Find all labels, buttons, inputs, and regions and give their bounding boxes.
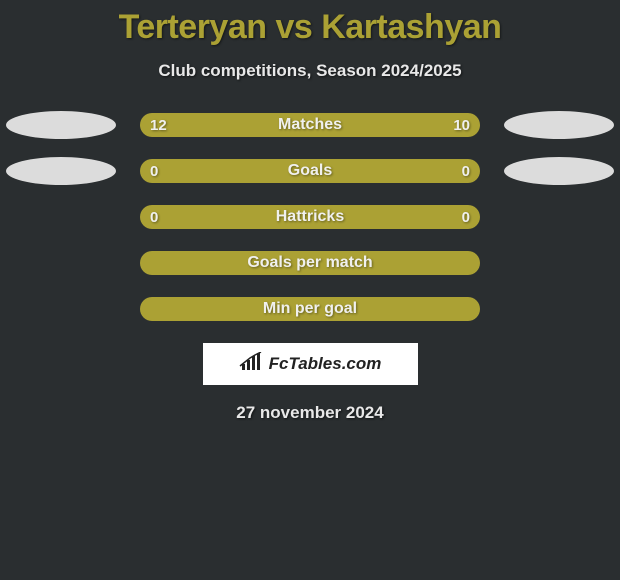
stat-label: Goals: [288, 162, 332, 180]
date-label: 27 november 2024: [236, 403, 383, 423]
stat-label: Min per goal: [263, 300, 357, 318]
page-subtitle: Club competitions, Season 2024/2025: [158, 61, 461, 81]
stat-row: 0 Hattricks 0: [0, 205, 620, 229]
stat-value-left: 0: [150, 163, 158, 180]
stat-value-right: 0: [462, 163, 470, 180]
stat-label: Hattricks: [276, 208, 344, 226]
stat-bar: 0 Goals 0: [140, 159, 480, 183]
stat-row: Min per goal: [0, 297, 620, 321]
stat-bar: 0 Hattricks 0: [140, 205, 480, 229]
stat-rows: 12 Matches 10 0 Goals 0 0 Hattricks 0 Goals per m…: [0, 113, 620, 321]
chart-icon: [239, 352, 265, 377]
stat-bar: 12 Matches 10: [140, 113, 480, 137]
player-photo-left: [6, 111, 116, 139]
stat-bar: Min per goal: [140, 297, 480, 321]
stat-label: Matches: [278, 116, 342, 134]
stat-row: Goals per match: [0, 251, 620, 275]
stat-value-left: 0: [150, 209, 158, 226]
stat-value-right: 10: [453, 117, 470, 134]
stat-row: 0 Goals 0: [0, 159, 620, 183]
stat-row: 12 Matches 10: [0, 113, 620, 137]
stat-label: Goals per match: [247, 254, 372, 272]
player-photo-right: [504, 111, 614, 139]
brand-badge: FcTables.com: [203, 343, 418, 385]
player-photo-right: [504, 157, 614, 185]
brand-text: FcTables.com: [269, 354, 382, 374]
stat-bar: Goals per match: [140, 251, 480, 275]
stat-value-right: 0: [462, 209, 470, 226]
infographic-container: Terteryan vs Kartashyan Club competition…: [0, 0, 620, 423]
stat-value-left: 12: [150, 117, 167, 134]
player-photo-left: [6, 157, 116, 185]
page-title: Terteryan vs Kartashyan: [119, 8, 502, 47]
